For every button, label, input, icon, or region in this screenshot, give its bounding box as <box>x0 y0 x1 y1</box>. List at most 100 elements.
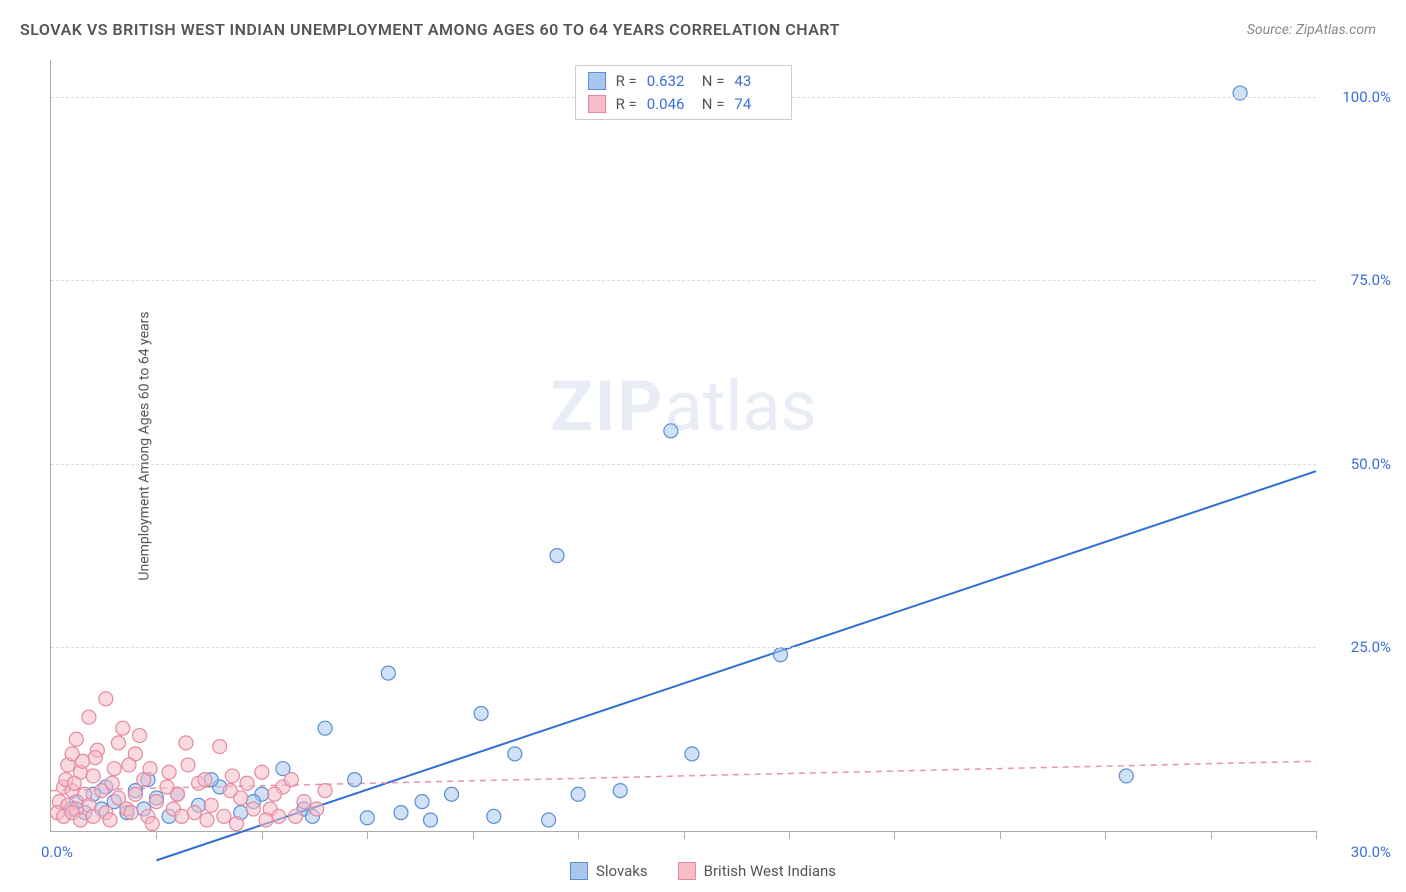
data-point <box>318 784 332 798</box>
stat-r-value: 0.632 <box>647 70 692 93</box>
x-tick <box>1316 831 1317 839</box>
legend-swatch <box>570 862 588 880</box>
data-point <box>86 809 100 823</box>
data-point <box>145 817 159 831</box>
data-point <box>685 747 699 761</box>
stat-r-label: R = <box>616 93 637 116</box>
x-tick <box>1000 831 1001 839</box>
source-attribution: Source: ZipAtlas.com <box>1247 22 1376 38</box>
stat-r-label: R = <box>616 70 637 93</box>
data-point <box>289 809 303 823</box>
data-point <box>67 776 81 790</box>
data-point <box>181 758 195 772</box>
x-tick <box>262 831 263 839</box>
x-tick <box>156 831 157 839</box>
data-point <box>474 707 488 721</box>
data-point <box>143 762 157 776</box>
data-point <box>230 817 244 831</box>
scatter-svg <box>51 60 1316 831</box>
stat-n-label: N = <box>702 70 725 93</box>
data-point <box>255 765 269 779</box>
data-point <box>200 813 214 827</box>
data-point <box>187 806 201 820</box>
y-tick-label: 25.0% <box>1326 638 1391 656</box>
data-point <box>284 773 298 787</box>
x-tick <box>473 831 474 839</box>
x-tick <box>789 831 790 839</box>
data-point <box>160 780 174 794</box>
data-point <box>99 692 113 706</box>
data-point <box>571 787 585 801</box>
data-point <box>65 747 79 761</box>
data-point <box>445 787 459 801</box>
data-point <box>318 721 332 735</box>
stat-n-value: 43 <box>734 70 779 93</box>
stat-r-value: 0.046 <box>647 93 692 116</box>
trend-line <box>156 471 1316 860</box>
x-tick <box>1211 831 1212 839</box>
data-point <box>310 802 324 816</box>
data-point <box>122 758 136 772</box>
series-swatch <box>588 95 606 113</box>
data-point <box>272 809 286 823</box>
data-point <box>424 813 438 827</box>
data-point <box>124 806 138 820</box>
data-point <box>613 784 627 798</box>
y-tick-label: 75.0% <box>1326 271 1391 289</box>
stat-n-label: N = <box>702 93 725 116</box>
legend-bottom: Slovaks British West Indians <box>570 862 836 880</box>
data-point <box>204 798 218 812</box>
x-tick <box>1105 831 1106 839</box>
x-max-label: 30.0% <box>1326 843 1391 861</box>
stats-row: R = 0.632 N = 43 <box>588 70 780 93</box>
data-point <box>297 795 311 809</box>
x-tick <box>894 831 895 839</box>
x-tick <box>578 831 579 839</box>
data-point <box>246 802 260 816</box>
data-point <box>74 813 88 827</box>
data-point <box>175 809 189 823</box>
data-point <box>116 721 130 735</box>
data-point <box>133 729 147 743</box>
series-swatch <box>588 72 606 90</box>
data-point <box>225 769 239 783</box>
data-point <box>1119 769 1133 783</box>
data-point <box>86 769 100 783</box>
data-point <box>773 648 787 662</box>
legend-label: Slovaks <box>596 862 648 880</box>
data-point <box>128 787 142 801</box>
stats-box: R = 0.632 N = 43 R = 0.046 N = 74 <box>575 65 793 120</box>
legend-item: British West Indians <box>678 862 836 880</box>
data-point <box>1233 86 1247 100</box>
data-point <box>149 795 163 809</box>
data-point <box>111 736 125 750</box>
data-point <box>162 765 176 779</box>
data-point <box>217 809 231 823</box>
data-point <box>664 424 678 438</box>
data-point <box>394 806 408 820</box>
data-point <box>179 736 193 750</box>
data-point <box>105 776 119 790</box>
plot-inner: ZIPatlas 25.0%50.0%75.0%100.0% <box>51 60 1316 831</box>
gridline <box>51 647 1316 648</box>
data-point <box>240 776 254 790</box>
data-point <box>415 795 429 809</box>
x-origin-label: 0.0% <box>41 843 73 861</box>
data-point <box>487 809 501 823</box>
plot-area: ZIPatlas 25.0%50.0%75.0%100.0% R = 0.632… <box>50 60 1316 832</box>
data-point <box>213 740 227 754</box>
data-point <box>381 666 395 680</box>
gridline <box>51 280 1316 281</box>
data-point <box>267 787 281 801</box>
data-point <box>82 710 96 724</box>
legend-label: British West Indians <box>704 862 836 880</box>
chart-title: SLOVAK VS BRITISH WEST INDIAN UNEMPLOYME… <box>20 20 840 39</box>
data-point <box>69 732 83 746</box>
data-point <box>198 773 212 787</box>
data-point <box>348 773 362 787</box>
data-point <box>360 811 374 825</box>
data-point <box>103 813 117 827</box>
x-tick <box>367 831 368 839</box>
stat-n-value: 74 <box>734 93 779 116</box>
data-point <box>223 784 237 798</box>
